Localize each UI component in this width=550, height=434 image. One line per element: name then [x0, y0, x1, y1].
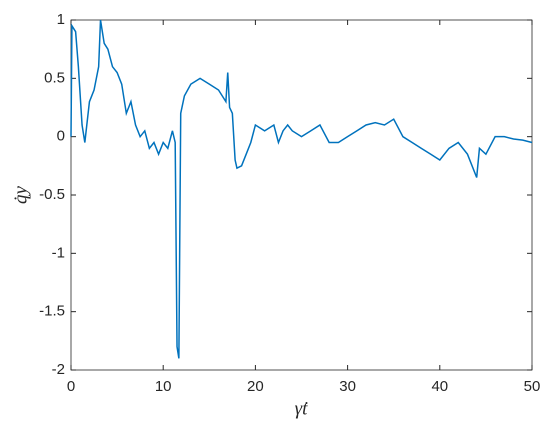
- x-tick-label: 30: [339, 378, 356, 395]
- x-tick-label: 50: [524, 378, 541, 395]
- y-tick-label: -0.5: [39, 186, 65, 203]
- y-axis-label: q̇y: [10, 185, 31, 204]
- x-tick-label: 40: [431, 378, 448, 395]
- x-axis-label: γ̇t: [295, 398, 308, 419]
- x-tick-label: 20: [247, 378, 264, 395]
- line: [70, 19, 533, 359]
- x-tick-label: 10: [155, 378, 172, 395]
- y-tick-label: 1: [57, 11, 65, 28]
- y-tick-label: -2: [52, 361, 65, 378]
- y-tick-label: -1: [52, 244, 65, 261]
- y-tick-label: 0.5: [44, 69, 65, 86]
- y-tick-label: -1.5: [39, 303, 65, 320]
- x-tick-label: 0: [67, 378, 75, 395]
- y-tick-label: 0: [57, 128, 65, 145]
- plot-area: [70, 19, 533, 371]
